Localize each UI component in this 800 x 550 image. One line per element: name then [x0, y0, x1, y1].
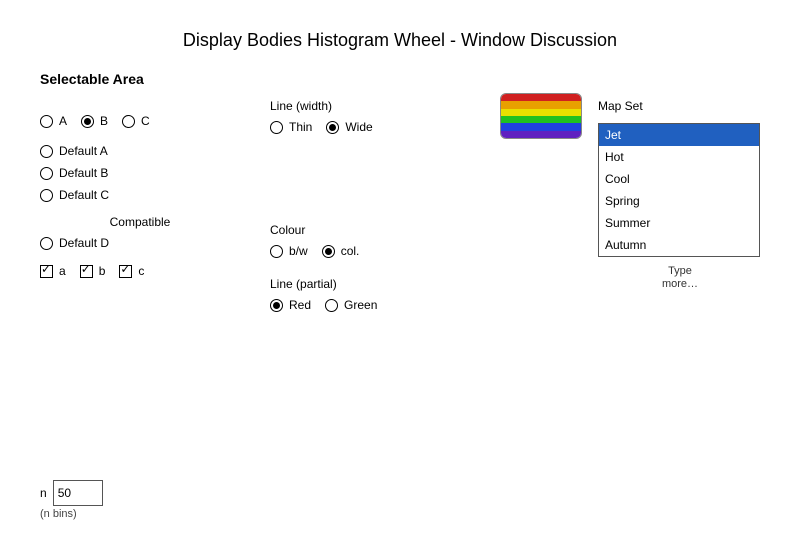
nbins-input[interactable]: 50: [53, 480, 103, 506]
colormap-select[interactable]: JetHotCoolSpringSummerAutumn: [598, 123, 760, 257]
nbins-block: n 50 (n bins): [40, 480, 103, 520]
check-compat-2[interactable]: b: [80, 261, 106, 281]
select-item[interactable]: Autumn: [599, 234, 759, 256]
check-compat-a[interactable]: Default D: [40, 233, 240, 253]
group-line-label: Line (width): [270, 99, 470, 113]
select-item[interactable]: Cool: [599, 168, 759, 190]
select-item[interactable]: Spring: [599, 190, 759, 212]
radio-partial-green[interactable]: Green: [325, 295, 377, 315]
colormap-preview: [500, 93, 582, 139]
group-color: b/w col.: [270, 241, 470, 261]
col-right: Map Set JetHotCoolSpringSummerAutumn Typ…: [500, 93, 760, 291]
group-compatible: Default D a b c: [40, 233, 240, 281]
radio-line-wide[interactable]: Wide: [326, 117, 372, 137]
radio-default-b[interactable]: Default B: [40, 163, 240, 183]
radio-default-c[interactable]: Default C: [40, 185, 240, 205]
check-compat-1[interactable]: a: [40, 261, 66, 281]
group-incompatible: A B C: [40, 111, 240, 131]
radio-line-thin[interactable]: Thin: [270, 117, 312, 137]
check-compat-3[interactable]: c: [119, 261, 144, 281]
radio-incompat-c[interactable]: C: [122, 111, 150, 131]
group-partial-label: Line (partial): [270, 277, 470, 291]
radio-incompat-b[interactable]: B: [81, 111, 108, 131]
radio-incompat-a[interactable]: A: [40, 111, 67, 131]
select-caption: Type more…: [600, 265, 760, 291]
col-left: Incompatible A B C Default A Default B D…: [40, 93, 240, 281]
group-line: Thin Wide: [270, 117, 470, 137]
col-mid: Line (width) Thin Wide Colour b/w col. L…: [270, 93, 470, 315]
section-label: Selectable Area: [40, 71, 760, 87]
radio-color-bw[interactable]: b/w: [270, 241, 308, 261]
nbins-hint: (n bins): [40, 508, 103, 520]
radio-default-a[interactable]: Default A: [40, 141, 240, 161]
nbins-label: n: [40, 483, 47, 503]
group-partial: Red Green: [270, 295, 470, 315]
defaults-list: Default A Default B Default C: [40, 141, 240, 205]
select-label: Map Set: [598, 99, 643, 113]
select-item[interactable]: Jet: [599, 124, 759, 146]
page-title: Display Bodies Histogram Wheel - Window …: [40, 30, 760, 51]
group-compatible-label: Compatible: [40, 215, 240, 229]
radio-partial-red[interactable]: Red: [270, 295, 311, 315]
select-item[interactable]: Summer: [599, 212, 759, 234]
radio-color-col[interactable]: col.: [322, 241, 360, 261]
group-color-label: Colour: [270, 223, 470, 237]
select-item[interactable]: Hot: [599, 146, 759, 168]
